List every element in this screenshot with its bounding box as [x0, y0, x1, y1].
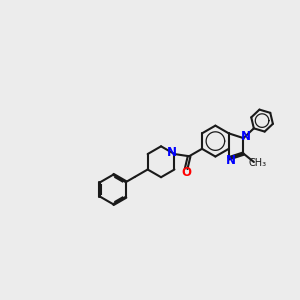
- Text: O: O: [181, 167, 191, 179]
- Text: N: N: [226, 154, 236, 166]
- Text: N: N: [167, 146, 177, 159]
- Text: CH₃: CH₃: [248, 158, 267, 168]
- Text: N: N: [241, 130, 251, 143]
